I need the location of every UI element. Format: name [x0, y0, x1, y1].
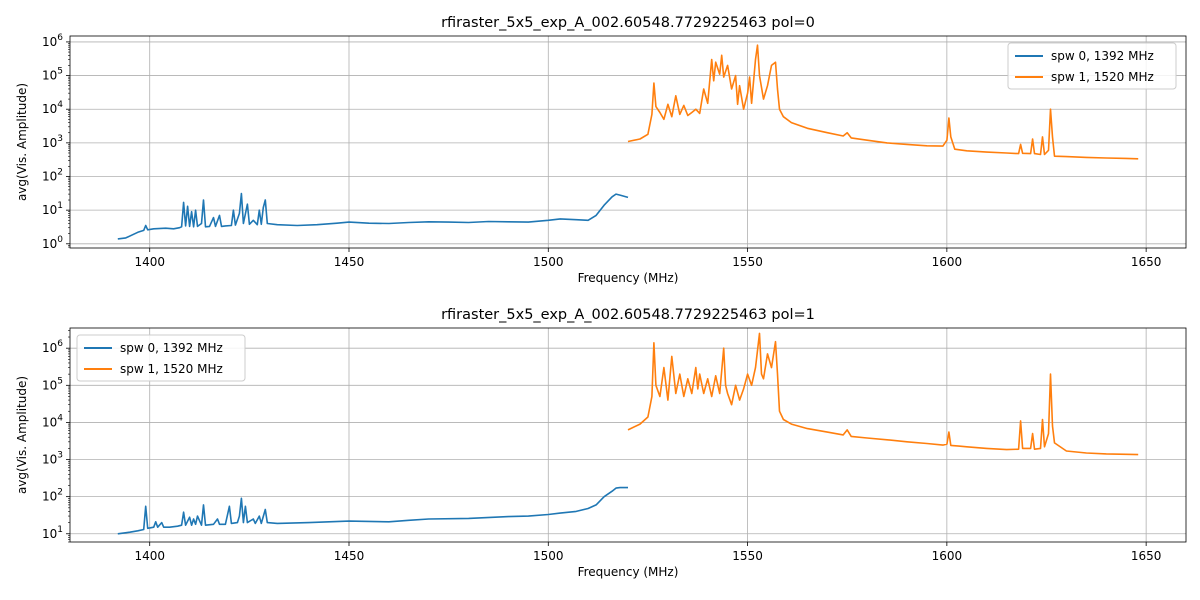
plot-frame: [69, 35, 1187, 249]
y-tick-label: 100: [42, 235, 63, 251]
chart-0: 1400 1450 1500 1550 1600 1650 100 101 102 103 104 1…: [15, 15, 1187, 285]
x-tick-label: 1550: [732, 549, 763, 563]
legend-label-0: spw 0, 1392 MHz: [1051, 49, 1154, 63]
y-tick-label: 106: [42, 339, 63, 355]
x-tick-label: 1600: [932, 549, 963, 563]
legend-box: [1007, 42, 1177, 90]
y-tick-label: 105: [42, 67, 63, 83]
x-tick-label: 1500: [533, 549, 564, 563]
series-line-1: [627, 332, 1139, 456]
y-tick-label: 103: [42, 134, 63, 150]
x-tick-label: 1400: [134, 255, 165, 269]
y-tick-label: 106: [42, 33, 63, 49]
y-tick-label: 102: [42, 488, 63, 504]
y-tick-label: 103: [42, 451, 63, 467]
legend-label-0: spw 0, 1392 MHz: [120, 341, 223, 355]
series-line-0: [117, 192, 629, 240]
y-tick-label: 101: [42, 525, 63, 541]
series-line-1: [627, 44, 1139, 160]
y-tick-label: 102: [42, 168, 63, 184]
legend-label-1: spw 1, 1520 MHz: [1051, 70, 1154, 84]
x-axis-label: Frequency (MHz): [578, 565, 679, 579]
y-tick-label: 101: [42, 201, 63, 217]
y-tick-label: 104: [42, 413, 63, 429]
legend-label-1: spw 1, 1520 MHz: [120, 362, 223, 376]
series-line-0: [117, 486, 628, 535]
x-tick-label: 1450: [334, 549, 365, 563]
y-tick-label: 105: [42, 376, 63, 392]
x-tick-label: 1450: [334, 255, 365, 269]
x-tick-label: 1650: [1131, 255, 1162, 269]
x-tick-label: 1650: [1131, 549, 1162, 563]
x-axis-label: Frequency (MHz): [578, 271, 679, 285]
chart-title: rfiraster_5x5_exp_A_002.60548.7729225463…: [441, 307, 815, 323]
x-tick-label: 1400: [134, 549, 165, 563]
chart-1: 1400 1450 1500 1550 1600 1650 101 102 103 104 105 1…: [15, 307, 1187, 579]
x-tick-label: 1550: [732, 255, 763, 269]
legend: spw 0, 1392 MHz spw 1, 1520 MHz: [1007, 42, 1177, 90]
y-axis-label: avg(Vis. Amplitude): [15, 83, 29, 201]
x-tick-label: 1500: [533, 255, 564, 269]
plot-frame: [69, 327, 1187, 543]
x-tick-label: 1600: [932, 255, 963, 269]
legend: spw 0, 1392 MHz spw 1, 1520 MHz: [76, 334, 246, 382]
chart-title: rfiraster_5x5_exp_A_002.60548.7729225463…: [441, 15, 815, 31]
y-axis-label: avg(Vis. Amplitude): [15, 376, 29, 494]
legend-box: [76, 334, 246, 382]
y-tick-label: 104: [42, 100, 63, 116]
